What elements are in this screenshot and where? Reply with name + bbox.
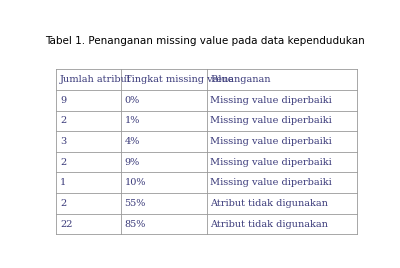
Text: Missing value diperbaiki: Missing value diperbaiki xyxy=(210,137,332,146)
Text: 85%: 85% xyxy=(124,219,146,229)
Text: 2: 2 xyxy=(60,158,66,167)
Text: 0%: 0% xyxy=(124,96,140,105)
Text: Jumlah atribut: Jumlah atribut xyxy=(60,75,132,84)
Text: Atribut tidak digunakan: Atribut tidak digunakan xyxy=(210,219,328,229)
Text: 55%: 55% xyxy=(124,199,146,208)
Text: 10%: 10% xyxy=(124,178,146,187)
Text: Tingkat missing value: Tingkat missing value xyxy=(124,75,233,84)
Text: Missing value diperbaiki: Missing value diperbaiki xyxy=(210,178,332,187)
Text: Tabel 1. Penanganan missing value pada data kependudukan: Tabel 1. Penanganan missing value pada d… xyxy=(45,36,365,46)
Text: Missing value diperbaiki: Missing value diperbaiki xyxy=(210,96,332,105)
Text: Atribut tidak digunakan: Atribut tidak digunakan xyxy=(210,199,328,208)
Text: Penanganan: Penanganan xyxy=(210,75,271,84)
Text: Missing value diperbaiki: Missing value diperbaiki xyxy=(210,158,332,167)
Text: 9%: 9% xyxy=(124,158,140,167)
Text: Missing value diperbaiki: Missing value diperbaiki xyxy=(210,116,332,125)
Text: 4%: 4% xyxy=(124,137,140,146)
Text: 22: 22 xyxy=(60,219,72,229)
Text: 2: 2 xyxy=(60,116,66,125)
Text: 1: 1 xyxy=(60,178,66,187)
Text: 2: 2 xyxy=(60,199,66,208)
Text: 3: 3 xyxy=(60,137,66,146)
Text: 1%: 1% xyxy=(124,116,140,125)
Text: 9: 9 xyxy=(60,96,66,105)
